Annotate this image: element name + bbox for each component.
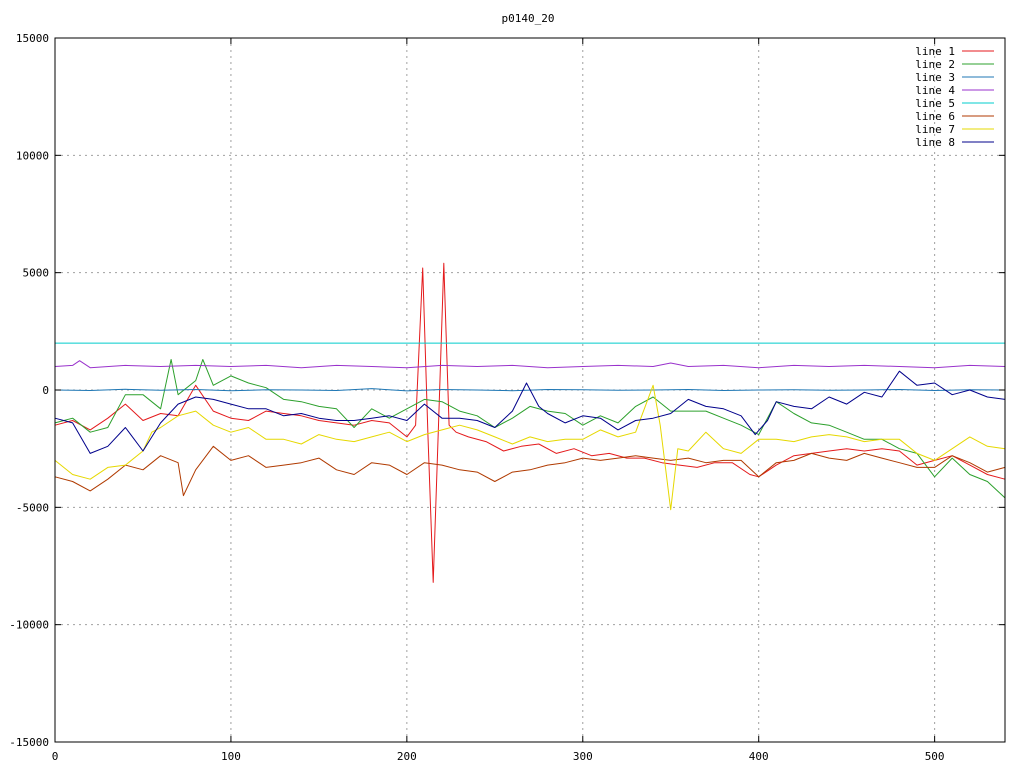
legend-label-4: line 4 [915, 84, 955, 97]
x-tick-label: 400 [749, 750, 769, 763]
series-line-1 [54, 262, 1006, 583]
x-tick-label: 100 [221, 750, 241, 763]
x-tick-label: 0 [52, 750, 59, 763]
series-line-7 [54, 384, 1006, 511]
legend-label-1: line 1 [915, 45, 955, 58]
series-line-2 [54, 359, 1006, 499]
legend-label-7: line 7 [915, 123, 955, 136]
y-tick-label: -5000 [16, 501, 49, 514]
axes: -15000 -10000 -5000 0 5000 10000 15000 0 100 200 3… [9, 32, 1005, 763]
y-tick-label: 15000 [16, 32, 49, 45]
y-tick-label: -15000 [9, 736, 49, 749]
series-line-6 [54, 445, 1006, 497]
y-tick-label: 0 [42, 384, 49, 397]
y-tick-label: 5000 [23, 267, 50, 280]
chart-title: p0140_20 [502, 12, 555, 25]
x-tick-label: 500 [925, 750, 945, 763]
legend-label-3: line 3 [915, 71, 955, 84]
legend-label-6: line 6 [915, 110, 955, 123]
x-tick-label: 200 [397, 750, 417, 763]
y-tick-label: 10000 [16, 149, 49, 162]
x-tick-label: 300 [573, 750, 593, 763]
y-tick-label: -10000 [9, 619, 49, 632]
legend-label-2: line 2 [915, 58, 955, 71]
series-line-8 [54, 370, 1006, 454]
plot-series [54, 262, 1006, 583]
legend-label-8: line 8 [915, 136, 955, 149]
series-line-4 [54, 360, 1006, 369]
legend-label-5: line 5 [915, 97, 955, 110]
